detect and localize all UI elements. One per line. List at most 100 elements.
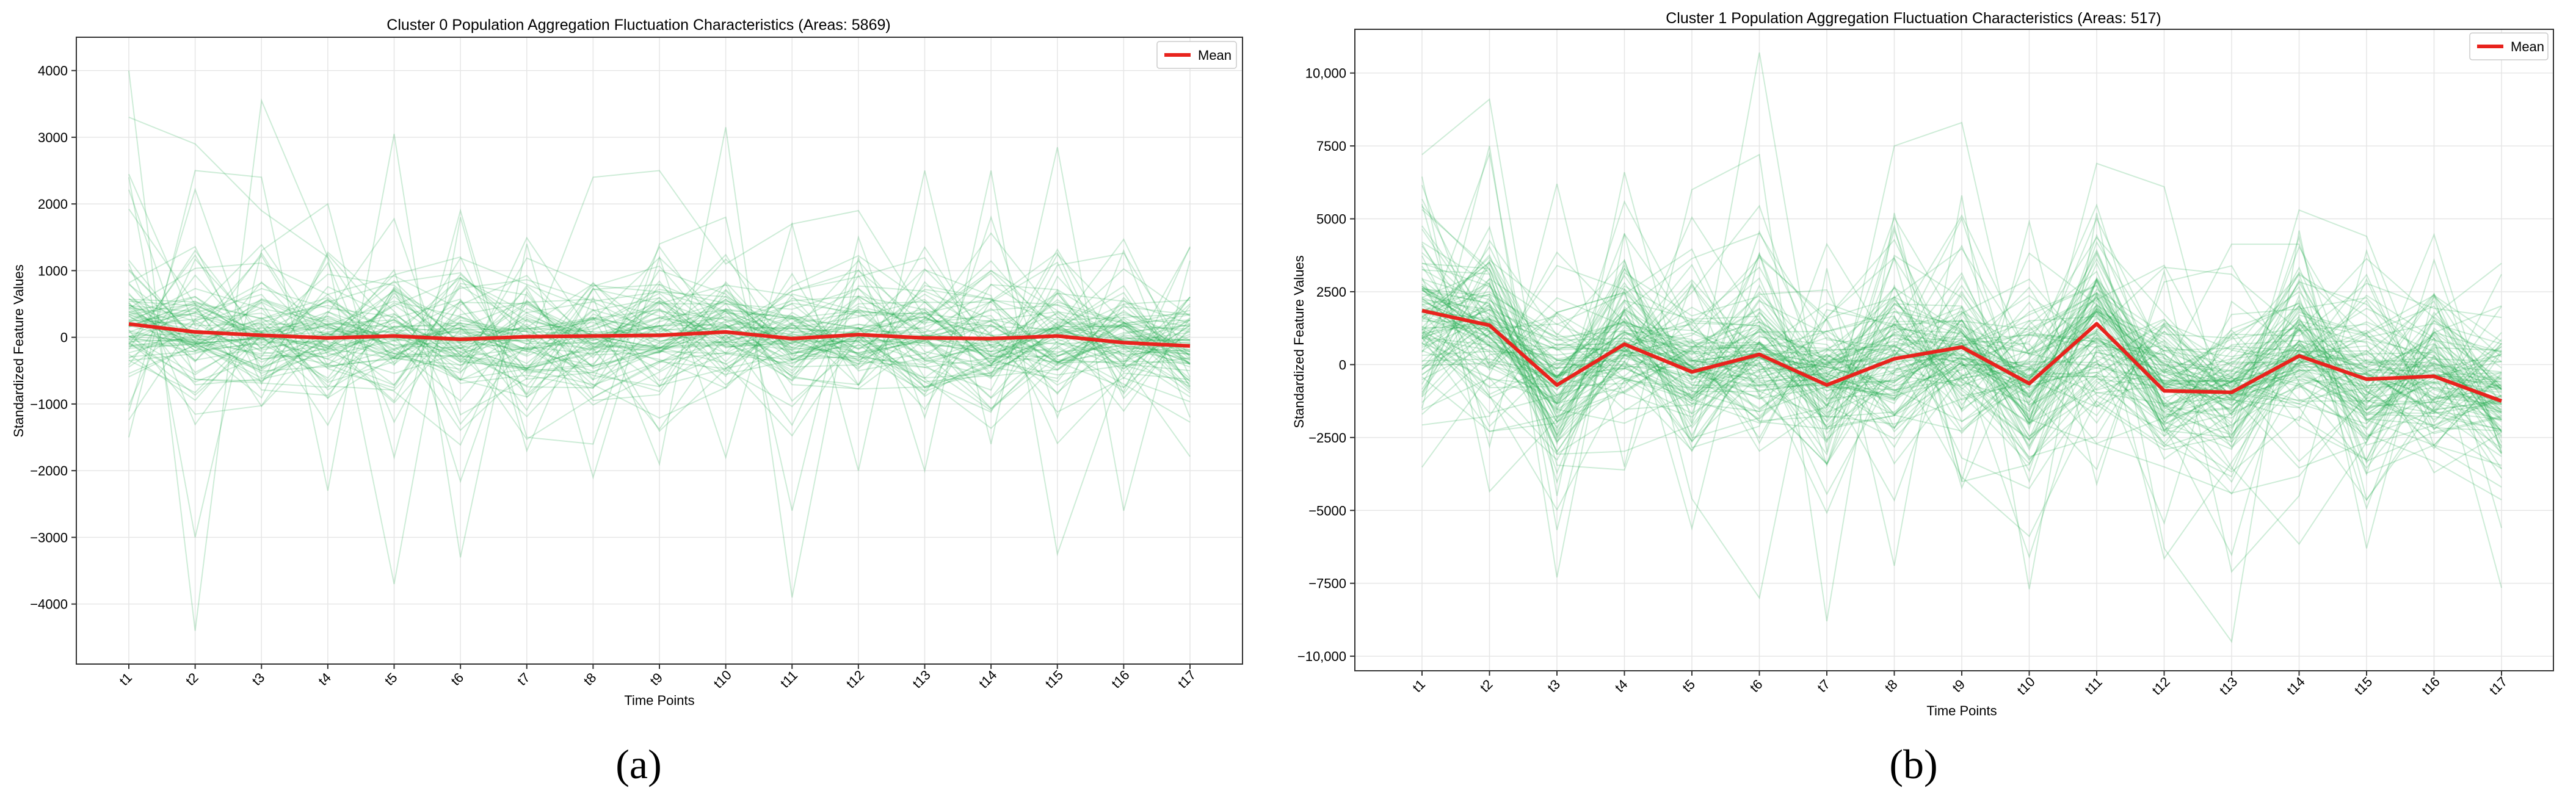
- chart-b-sample-line: [1421, 261, 2502, 433]
- chart-b-sample-line: [1421, 248, 2502, 443]
- caption-b: (b): [1889, 741, 1937, 787]
- chart-b-sample-line: [1421, 300, 2502, 452]
- chart-b-sample-line: [1421, 184, 2502, 560]
- chart-a-sample-line: [128, 252, 1191, 399]
- chart-b-sample-line: [1421, 300, 2502, 479]
- chart-b-ytick-label: −2500: [1308, 430, 1346, 446]
- chart-a-sample-line: [128, 257, 1191, 394]
- chart-b-sample-line: [1421, 264, 2502, 402]
- chart-a-sample-line: [128, 253, 1191, 399]
- chart-b-sample-line: [1421, 310, 2502, 439]
- chart-b-ytick-label: 7500: [1316, 139, 1346, 154]
- chart-panel-a: Cluster 0 Population Aggregation Fluctua…: [11, 16, 1243, 708]
- chart-b-sample-line: [1421, 306, 2502, 410]
- chart-b-sample-line: [1421, 229, 2502, 414]
- chart-a-sample-line: [128, 289, 1191, 457]
- chart-b-sample-line: [1421, 151, 2502, 530]
- chart-b-sample-line: [1421, 278, 2502, 464]
- chart-a-gridlines: [76, 37, 1243, 664]
- chart-a-sample-line: [128, 238, 1191, 402]
- chart-a-sample-line: [128, 300, 1191, 388]
- chart-a-sample-line: [128, 70, 1191, 631]
- chart-a-ytick-label: −1000: [30, 397, 68, 412]
- chart-a-sample-line: [128, 217, 1191, 416]
- chart-a-sample-line: [128, 284, 1191, 401]
- chart-b-sample-line: [1421, 244, 2502, 441]
- chart-a-sample-line: [128, 281, 1191, 411]
- chart-a-sample-line: [128, 208, 1191, 408]
- chart-b-sample-line: [1421, 293, 2502, 423]
- chart-b-sample-line: [1421, 298, 2502, 431]
- chart-panel-b: Cluster 1 Population Aggregation Fluctua…: [1291, 10, 2554, 718]
- chart-a-sample-line: [128, 134, 1191, 558]
- chart-b-sample-line: [1421, 284, 2502, 424]
- chart-b-sample-line: [1421, 145, 2502, 643]
- chart-b-sample-line: [1421, 286, 2502, 457]
- chart-a-sample-line: [128, 258, 1191, 441]
- chart-b-sample-line: [1421, 239, 2502, 439]
- chart-a-sample-line: [128, 247, 1191, 388]
- chart-b-ytick-label: 2500: [1316, 284, 1346, 300]
- chart-b-sample-line: [1421, 270, 2502, 433]
- chart-b-frame: [1354, 29, 2554, 671]
- chart-b-title: Cluster 1 Population Aggregation Fluctua…: [1666, 10, 2161, 27]
- chart-b-sample-line: [1421, 323, 2502, 483]
- chart-b-mean-line: [1421, 309, 2503, 403]
- chart-b-sample-line: [1421, 293, 2502, 430]
- chart-a-sample-line: [128, 245, 1191, 398]
- chart-a-sample-line: [128, 300, 1191, 360]
- chart-a-sample-line: [128, 269, 1191, 386]
- chart-b-sample-line: [1421, 272, 2502, 525]
- chart-b-sample-line: [1421, 254, 2502, 430]
- chart-a-sample-line: [128, 300, 1191, 394]
- chart-b-sample-line: [1421, 214, 2502, 453]
- chart-b-sample-line: [1421, 283, 2502, 435]
- chart-b-ylabel: Standardized Feature Values: [1291, 255, 1307, 428]
- chart-b-sample-line: [1421, 264, 2502, 460]
- chart-b-sample-line: [1421, 294, 2502, 415]
- chart-b-sample-line: [1421, 153, 2502, 621]
- chart-b-sample-line: [1421, 233, 2502, 458]
- chart-b-sample-line: [1421, 217, 2502, 545]
- chart-a-sample-line: [128, 305, 1191, 381]
- chart-b-sample-line: [1421, 308, 2502, 436]
- chart-a-sample-line: [128, 259, 1191, 410]
- chart-a-ytick-label: 4000: [38, 63, 68, 79]
- chart-a-sample-line: [128, 309, 1191, 410]
- chart-b-sample-line: [1421, 278, 2502, 443]
- chart-a-sample-line: [128, 269, 1191, 445]
- chart-b-sample-line: [1421, 280, 2502, 416]
- chart-a-sample-line: [128, 276, 1191, 388]
- chart-b-sample-line: [1421, 269, 2502, 411]
- chart-b-sample-line: [1421, 289, 2502, 417]
- chart-a-sample-line: [128, 288, 1191, 404]
- chart-b-sample-line: [1421, 286, 2502, 462]
- chart-a-sample-line: [128, 292, 1191, 417]
- chart-b-sample-line: [1421, 236, 2502, 453]
- chart-b-legend: Mean: [2469, 32, 2549, 60]
- chart-a-sample-line: [128, 269, 1191, 392]
- chart-a-sample-line: [128, 246, 1191, 399]
- chart-a-sample-line: [128, 189, 1191, 430]
- chart-b-sample-line: [1421, 279, 2502, 465]
- chart-b-sample-line: [1421, 225, 2502, 510]
- chart-b-sample-line: [1421, 311, 2502, 403]
- chart-a-sample-line: [128, 232, 1191, 483]
- chart-b-sample-line: [1421, 311, 2502, 421]
- chart-a-sample-line: [128, 263, 1191, 426]
- chart-b-sample-line: [1421, 251, 2502, 502]
- chart-b-sample-line: [1421, 291, 2502, 431]
- chart-b-sample-line: [1421, 217, 2502, 449]
- chart-b-xlabel: Time Points: [1926, 703, 1997, 718]
- chart-a-sample-line: [128, 309, 1191, 367]
- chart-a-ytick-label: −2000: [30, 463, 68, 479]
- chart-b-ytick-label: −5000: [1308, 503, 1346, 518]
- chart-a-sample-line: [128, 298, 1191, 366]
- chart-b-sample-line: [1421, 176, 2502, 493]
- chart-b-sample-line: [1421, 229, 2502, 443]
- chart-a-sample-line: [128, 255, 1191, 400]
- chart-b-ytick-label: 5000: [1316, 212, 1346, 227]
- chart-b-sample-line: [1421, 297, 2502, 421]
